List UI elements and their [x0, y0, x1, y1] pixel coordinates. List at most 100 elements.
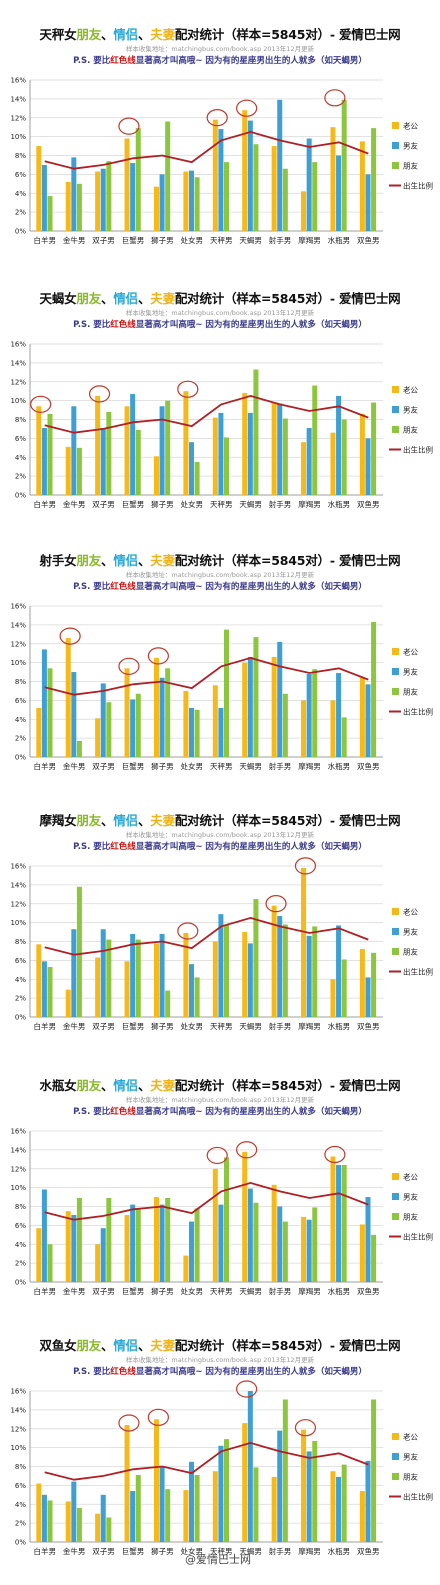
husband-bar	[212, 119, 218, 231]
friend-bar	[341, 1164, 347, 1282]
y-tick-label: 14%	[10, 95, 26, 103]
husband-bar	[212, 417, 218, 495]
x-tick-label: 双子男	[92, 236, 115, 245]
husband-bar	[242, 110, 248, 231]
highlight-circle	[147, 647, 169, 665]
legend-swatch	[392, 162, 399, 169]
boyfriend-bar	[247, 412, 253, 495]
y-tick-label: 0%	[15, 1279, 26, 1287]
boyfriend-bar	[365, 1197, 371, 1282]
x-tick-label: 处女男	[181, 1546, 204, 1556]
boyfriend-bar	[306, 1219, 312, 1282]
title-lover: 情侣	[113, 553, 138, 568]
husband-bar	[330, 1471, 336, 1542]
note-suffix: 显著高才叫高哦~ 因为有的星座男出生的人就多（如天蝎男）	[135, 320, 367, 330]
legend-label: 朋友	[403, 1212, 418, 1222]
legend-swatch	[392, 948, 399, 955]
x-tick-label: 天秤男	[210, 1286, 233, 1296]
highlight-circle	[177, 922, 199, 940]
bar-chart: 0% 2% 4% 6% 8% 10% 12% 14% 16% 白羊男 金牛男 双子男 巨蟹男 狮子男 处女男…	[10, 857, 433, 1031]
boyfriend-bar	[247, 1188, 253, 1282]
highlight-circle	[294, 1419, 317, 1437]
note-suffix: 显著高才叫高哦~ 因为有的星座男出生的人就多（如天蝎男）	[135, 582, 367, 592]
note-prefix: P.S. 要比	[73, 1367, 111, 1377]
y-tick-label: 12%	[10, 1425, 26, 1433]
title-suffix: 配对统计（样本=5845对）- 爱情巴士网	[174, 553, 401, 568]
husband-bar	[95, 171, 101, 231]
x-tick-label: 巨蟹男	[122, 1286, 145, 1296]
husband-bar	[301, 191, 307, 231]
note-suffix: 显著高才叫高哦~ 因为有的星座男出生的人就多（如天蝎男）	[135, 56, 367, 66]
husband-bar	[36, 406, 42, 495]
note-red-line: 红色线	[110, 56, 136, 66]
legend-swatch	[392, 122, 399, 129]
boyfriend-bar	[277, 99, 283, 231]
boyfriend-bar	[130, 394, 136, 495]
chart-panel: 天秤女朋友、情侣、夫妻配对统计（样本=5845对）- 爱情巴士网 样本收集地址：m…	[0, 24, 440, 274]
husband-bar	[124, 138, 130, 231]
husband-bar	[359, 1224, 365, 1282]
note-suffix: 显著高才叫高哦~ 因为有的星座男出生的人就多（如天蝎男）	[135, 1107, 367, 1117]
husband-bar	[65, 989, 71, 1017]
boyfriend-bar	[100, 1228, 106, 1282]
chart-title: 天蝎女朋友、情侣、夫妻配对统计（样本=5845对）- 爱情巴士网	[0, 288, 440, 307]
husband-bar	[183, 1490, 189, 1542]
x-tick-label: 白羊男	[33, 1546, 56, 1556]
title-separator: 、	[101, 291, 114, 306]
boyfriend-bar	[365, 438, 371, 495]
husband-bar	[330, 1156, 336, 1282]
highlight-circle	[206, 1146, 228, 1165]
husband-bar	[212, 1471, 218, 1542]
y-tick-label: 4%	[15, 1241, 26, 1249]
husband-bar	[183, 933, 189, 1017]
y-tick-label: 14%	[10, 621, 26, 629]
x-tick-label: 天秤男	[210, 1546, 233, 1556]
husband-bar	[95, 718, 101, 757]
legend-label: 朋友	[403, 425, 418, 435]
y-tick-label: 12%	[10, 640, 26, 648]
title-separator: 、	[101, 1338, 114, 1353]
friend-bar	[253, 144, 259, 231]
boyfriend-bar	[188, 170, 194, 231]
legend-swatch	[392, 1173, 399, 1180]
legend-swatch	[392, 406, 399, 413]
husband-bar	[271, 656, 277, 757]
x-tick-label: 金牛男	[63, 499, 86, 509]
title-friend: 朋友	[76, 27, 102, 42]
title-separator: 、	[101, 27, 114, 42]
boyfriend-bar	[336, 395, 342, 495]
x-tick-label: 天蝎男	[239, 1286, 262, 1296]
boyfriend-bar	[336, 925, 342, 1017]
x-tick-label: 处女男	[181, 235, 204, 245]
y-tick-label: 2%	[15, 473, 26, 481]
title-suffix: 配对统计（样本=5845对）- 爱情巴士网	[174, 1078, 401, 1093]
x-tick-label: 狮子男	[151, 762, 174, 771]
boyfriend-bar	[41, 1189, 47, 1282]
husband-bar	[95, 395, 101, 495]
legend-label: 老公	[403, 907, 418, 917]
friend-bar	[341, 959, 347, 1017]
y-tick-label: 16%	[10, 863, 26, 871]
husband-bar	[330, 432, 336, 495]
husband-bar	[95, 1244, 101, 1282]
husband-bar	[301, 867, 307, 1017]
x-tick-label: 双鱼男	[357, 499, 380, 509]
boyfriend-bar	[336, 673, 342, 757]
husband-bar	[301, 700, 307, 757]
y-tick-label: 14%	[10, 1406, 26, 1414]
x-tick-label: 处女男	[181, 1021, 204, 1031]
husband-bar	[65, 1211, 71, 1282]
boyfriend-bar	[365, 684, 371, 757]
husband-bar	[95, 1513, 101, 1542]
friend-bar	[165, 400, 171, 495]
x-tick-label: 摩羯男	[298, 235, 321, 245]
boyfriend-bar	[218, 1445, 224, 1542]
husband-bar	[65, 638, 71, 757]
y-tick-label: 8%	[15, 1463, 26, 1471]
x-tick-label: 金牛男	[63, 761, 86, 771]
x-tick-label: 双子男	[92, 500, 115, 509]
highlight-circle	[118, 657, 140, 675]
x-tick-label: 射手男	[269, 235, 292, 245]
title-spouse: 夫妻	[150, 813, 175, 828]
friend-bar	[312, 1207, 318, 1282]
